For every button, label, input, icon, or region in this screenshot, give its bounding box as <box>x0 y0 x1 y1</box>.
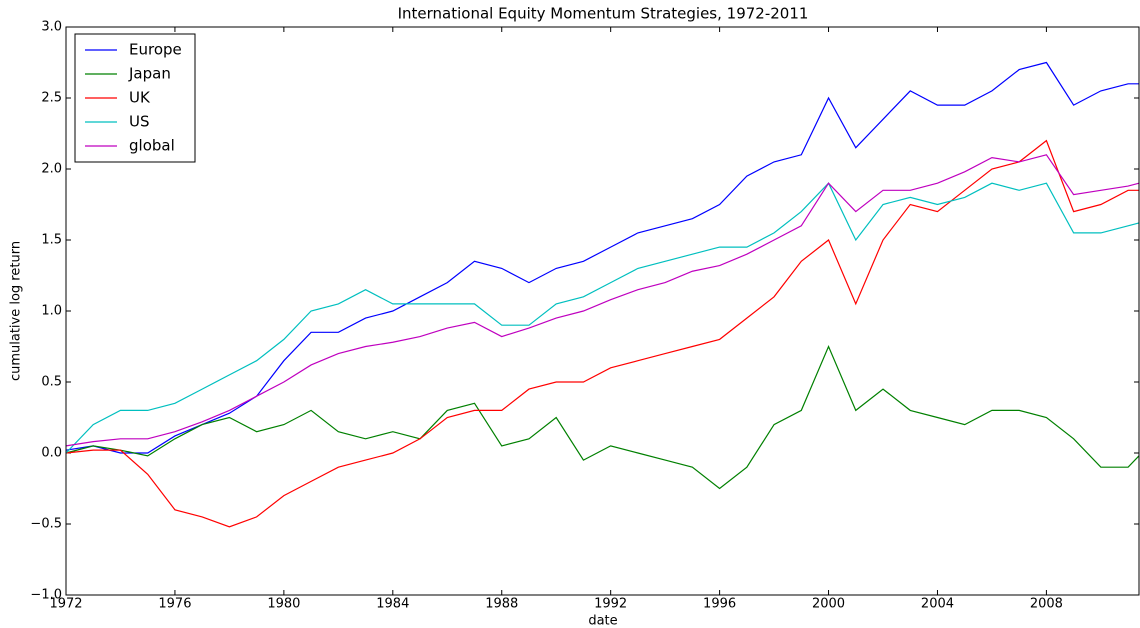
series-line <box>65 182 1140 454</box>
y-tick-label: 0.0 <box>41 446 62 461</box>
x-tick-label: 1984 <box>376 597 409 612</box>
legend-label: US <box>129 113 150 131</box>
x-tick-label: 1972 <box>49 597 82 612</box>
plot-frame <box>65 26 1140 596</box>
x-tick-label: 1988 <box>485 597 518 612</box>
x-tick-label: 1996 <box>703 597 736 612</box>
x-tick-label: 2004 <box>921 597 954 612</box>
legend-label: UK <box>129 89 151 107</box>
series-line <box>65 154 1140 447</box>
x-tick-label: 1992 <box>594 597 627 612</box>
series-line <box>65 139 1139 528</box>
x-tick-label: 1980 <box>267 597 300 612</box>
legend-label: global <box>129 137 175 155</box>
y-tick-label: −0.5 <box>30 517 62 532</box>
y-tick-label: −1.0 <box>30 588 62 603</box>
chart-title: International Equity Momentum Strategies… <box>398 5 809 23</box>
x-tick-label: 2000 <box>812 597 845 612</box>
y-tick-label: 0.5 <box>41 375 62 390</box>
y-tick-label: 1.0 <box>41 304 62 319</box>
y-axis-label: cumulative log return <box>9 241 24 381</box>
y-tick-label: 3.0 <box>41 20 62 35</box>
x-axis-label: date <box>588 614 617 628</box>
legend-label: Europe <box>129 41 182 59</box>
y-tick-label: 2.5 <box>41 91 62 106</box>
legend-label: Japan <box>128 65 171 83</box>
y-tick-label: 2.0 <box>41 162 62 177</box>
x-tick-label: 2008 <box>1030 597 1063 612</box>
series-line <box>65 344 1140 490</box>
y-tick-label: 1.5 <box>41 233 62 248</box>
x-tick-label: 1976 <box>158 597 191 612</box>
series-line <box>65 61 1139 454</box>
